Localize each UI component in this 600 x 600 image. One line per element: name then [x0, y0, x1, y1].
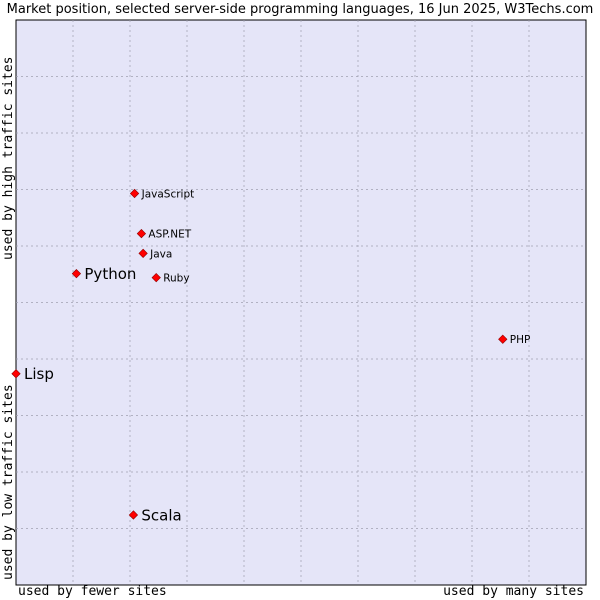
data-point-ruby — [151, 273, 161, 283]
data-label-php: PHP — [510, 334, 531, 346]
data-label-lisp: Lisp — [24, 365, 54, 383]
data-label-javascript: JavaScript — [141, 189, 195, 201]
data-point-php — [498, 334, 508, 344]
data-point-javascript — [129, 188, 140, 199]
data-point-asp-net — [136, 228, 147, 239]
data-label-java: Java — [149, 248, 172, 260]
data-point-scala — [128, 510, 139, 520]
data-label-python: Python — [84, 265, 136, 283]
chart-title: Market position, selected server-side pr… — [6, 2, 594, 17]
y-axis-high-label: used by high traffic sites — [1, 56, 16, 261]
data-point-python — [71, 269, 82, 279]
data-label-asp-net: ASP.NET — [148, 229, 191, 241]
grid-lines — [16, 20, 586, 585]
y-axis-low-label: used by low traffic sites — [1, 384, 16, 580]
data-point-java — [138, 248, 148, 258]
data-point-lisp — [11, 369, 21, 379]
x-axis-high-label: used by many sites — [443, 584, 584, 599]
data-label-ruby: Ruby — [163, 273, 189, 285]
data-label-scala: Scala — [141, 506, 181, 524]
x-axis-low-label: used by fewer sites — [18, 584, 167, 599]
data-points: JavaScript ASP.NET Java Python Ruby PHP Lisp Sc… — [11, 188, 531, 524]
